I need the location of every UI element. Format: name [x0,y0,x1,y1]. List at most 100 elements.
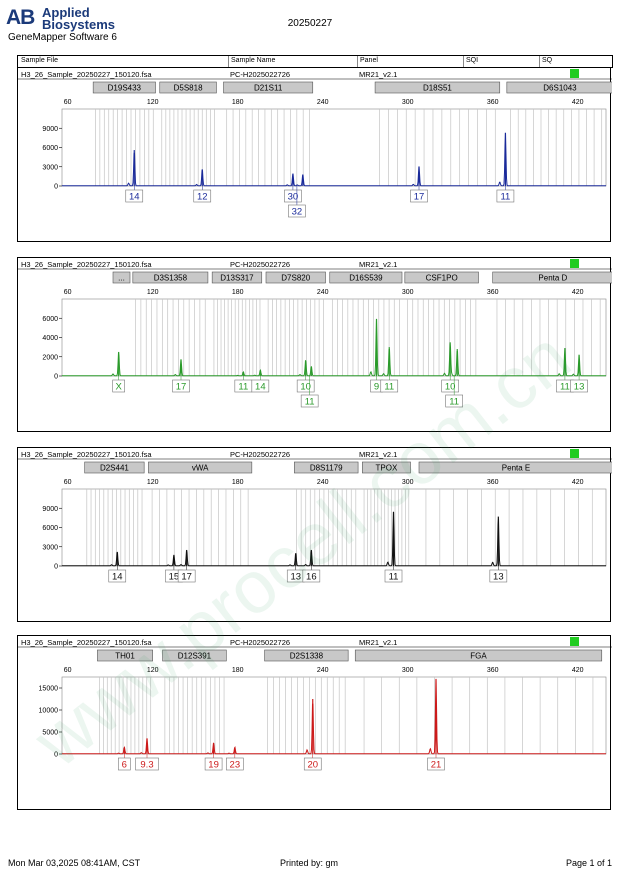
x-tick-label: 180 [232,99,244,106]
locus-name: TH01 [115,652,135,661]
allele-call-label[interactable]: 11 [496,186,515,203]
y-tick-label: 6000 [42,316,58,323]
locus-label[interactable]: D5S818 [159,81,217,94]
allele-call-label[interactable]: 11 [445,376,463,408]
x-tick-label: 300 [402,289,414,296]
allele-call-text: 11 [500,192,510,203]
locus-label[interactable]: TH01 [97,649,153,662]
x-tick-label: 360 [487,99,499,106]
sample-file: H3_26_Sample_20250227_150120.fsa [21,450,152,459]
allele-call-text: 13 [290,572,301,583]
x-tick-label: 420 [572,289,584,296]
locus-name: D21S11 [254,84,283,93]
locus-label[interactable]: CSF1PO [404,271,479,284]
y-tick-label: 10000 [39,708,59,715]
electropherogram-panel-red: H3_26_Sample_20250227_150120.fsa PC-H2025… [17,635,612,810]
sample-file: H3_26_Sample_20250227_150120.fsa [21,70,152,79]
locus-label[interactable]: D8S1179 [294,461,359,474]
allele-call-label[interactable]: 20 [303,754,322,771]
allele-call-label[interactable]: 23 [226,754,244,771]
locus-label[interactable]: vWA [148,461,253,474]
allele-call-label[interactable]: 11 [380,376,399,393]
locus-label[interactable]: ... [112,271,131,284]
allele-call-text: 32 [292,207,303,218]
y-tick-label: 5000 [42,730,58,737]
allele-call-text: 6 [122,760,127,771]
allele-call-label[interactable]: X [112,376,125,393]
allele-call-label[interactable]: 9.3 [135,754,159,771]
x-tick-label: 60 [64,667,72,674]
locus-label[interactable]: D16S539 [329,271,403,284]
x-tick-label: 120 [147,289,159,296]
allele-call-label[interactable]: 32 [288,186,306,218]
software-name: GeneMapper Software 6 [8,32,117,43]
y-tick-label: 15000 [39,686,59,693]
locus-name: TPOX [376,464,398,473]
x-tick-label: 420 [572,479,584,486]
locus-label[interactable]: D7S820 [265,271,326,284]
allele-call-label[interactable]: 12 [193,186,212,203]
locus-label[interactable]: Penta E [418,461,612,474]
allele-call-label[interactable]: 17 [177,566,196,583]
locus-label[interactable]: D2S441 [84,461,145,474]
y-tick-label: 3000 [42,544,58,551]
locus-label[interactable]: D3S1358 [132,271,209,284]
locus-label[interactable]: D18S51 [374,81,501,94]
brand-line-1: Applied [42,5,90,20]
sample-name: PC-H2025022726 [230,638,290,647]
allele-call-label[interactable]: 17 [410,186,428,203]
allele-call-label[interactable]: 14 [125,186,144,203]
allele-call-text: 15 [169,572,180,583]
allele-call-label[interactable]: 11 [384,566,403,583]
x-tick-label: 60 [64,99,72,106]
allele-call-text: 19 [208,760,219,771]
locus-name: Penta E [502,464,530,473]
allele-call-label[interactable]: 21 [427,754,445,771]
y-tick-label: 0 [54,374,58,381]
allele-call-label[interactable]: 16 [302,566,321,583]
locus-label[interactable]: Penta D [492,271,612,284]
col-sample-file: Sample File [21,57,58,64]
allele-call-label[interactable]: 30 [284,186,302,203]
allele-call-text: X [115,382,122,393]
locus-name: D6S1043 [543,84,577,93]
locus-name: D19S433 [108,84,142,93]
allele-call-label[interactable]: 11 [300,376,319,408]
allele-call-label[interactable]: 19 [204,754,223,771]
locus-label[interactable]: FGA [354,649,603,662]
locus-name: D7S820 [281,274,310,283]
allele-call-text: 20 [307,760,318,771]
x-tick-label: 180 [232,479,244,486]
locus-name: D2S1338 [290,652,324,661]
allele-call-label[interactable]: 10 [296,376,315,393]
electropherogram-panel-blue: H3_26_Sample_20250227_150120.fsa PC-H2025… [17,67,612,242]
plot-frame [61,488,607,567]
locus-name: D13S317 [220,274,254,283]
allele-call-label[interactable]: 14 [251,376,270,393]
allele-call-label[interactable]: 13 [570,376,588,393]
locus-label[interactable]: TPOX [362,461,411,474]
locus-label[interactable]: D19S433 [92,81,156,94]
locus-label[interactable]: D12S391 [162,649,227,662]
allele-call-label[interactable]: 13 [489,566,508,583]
brand-line-2: Biosystems [42,17,115,32]
y-tick-label: 4000 [42,335,58,342]
locus-name: D8S1179 [310,464,343,473]
allele-call-text: 9 [374,382,379,393]
locus-label[interactable]: D6S1043 [506,81,612,94]
allele-call-label[interactable]: 14 [108,566,127,583]
allele-call-text: 14 [255,382,266,393]
y-tick-label: 6000 [42,525,58,532]
locus-label[interactable]: D2S1338 [264,649,349,662]
x-tick-label: 240 [317,667,329,674]
locus-name: D3S1358 [154,274,188,283]
allele-call-label[interactable]: 13 [286,566,305,583]
sample-file: H3_26_Sample_20250227_150120.fsa [21,260,152,269]
locus-label[interactable]: D21S11 [223,81,314,94]
allele-call-label[interactable]: 6 [118,754,131,771]
locus-label[interactable]: D13S317 [211,271,263,284]
allele-call-label[interactable]: 11 [234,376,253,393]
allele-call-label[interactable]: 17 [172,376,190,393]
panel-name: MR21_v2.1 [359,638,397,647]
allele-call-label[interactable]: 10 [441,376,459,393]
